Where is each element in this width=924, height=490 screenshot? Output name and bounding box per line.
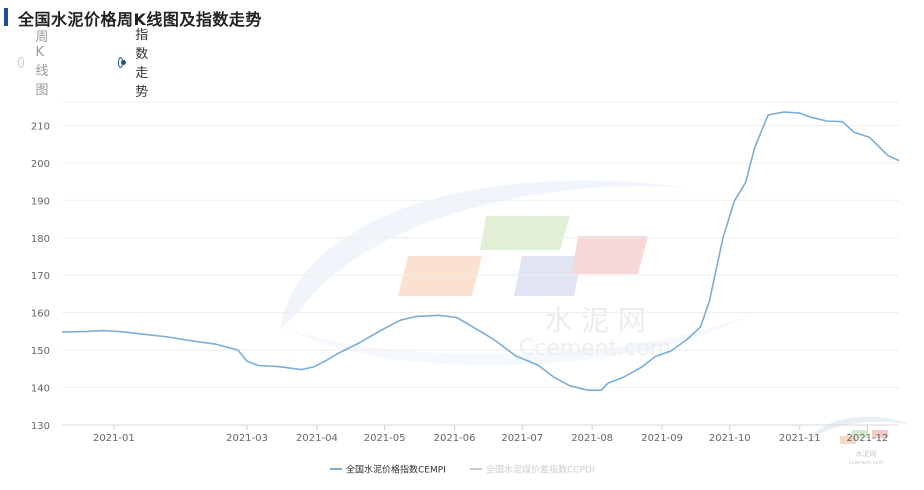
y-tick-label: 140 — [31, 384, 50, 395]
radio-index-trend[interactable]: 指数走势 — [118, 28, 154, 100]
x-tick-label: 2021-03 — [226, 433, 268, 444]
radio-checked-icon[interactable] — [118, 56, 127, 68]
x-tick-label: 2021-05 — [364, 433, 406, 444]
legend-label-1[interactable]: 全国水泥煤价差指数CCPDI — [486, 464, 595, 476]
x-tick-label: 2021-12 — [847, 433, 889, 444]
x-tick-label: 2021-07 — [501, 433, 543, 444]
x-tick-label: 2021-09 — [641, 433, 683, 444]
watermark-cn: 水 泥 网 — [544, 304, 646, 337]
chart-legend: 全国水泥价格指数CEMPI 全国水泥煤价差指数CCPDI — [330, 464, 595, 476]
x-tick-label: 2021-08 — [571, 433, 613, 444]
corner-watermark-cn: 水泥网 — [856, 449, 877, 458]
y-tick-label: 190 — [31, 196, 50, 207]
x-tick-label: 2021-04 — [296, 433, 338, 444]
y-tick-label: 160 — [31, 309, 50, 320]
page-title: 全国水泥价格周K线图及指数走势 — [18, 10, 262, 29]
title-accent-bar — [4, 8, 8, 26]
x-tick-label: 2021-06 — [434, 433, 476, 444]
y-tick-label: 210 — [31, 121, 50, 132]
watermark-en: Ccement.com — [519, 336, 672, 361]
y-axis-ticks: 130 140 150 160 170 180 190 200 210 — [31, 121, 50, 432]
ccement-corner-logo: 水泥网 Ccement.com — [808, 416, 910, 466]
x-tick-label: 2021-01 — [93, 433, 135, 444]
x-tick-label: 2021-10 — [709, 433, 751, 444]
y-gridlines — [62, 101, 899, 426]
y-tick-label: 180 — [31, 234, 50, 245]
radio-label-index-trend: 指数走势 — [135, 28, 149, 100]
series-layer — [61, 111, 900, 391]
y-tick-label: 200 — [31, 159, 50, 170]
y-tick-label: 130 — [31, 421, 50, 432]
series-line-0 — [61, 111, 900, 391]
radio-unchecked-icon[interactable] — [18, 56, 24, 68]
x-axis: 2021-01 2021-03 2021-04 2021-05 2021-06 2021-… — [93, 425, 888, 444]
x-tick-label: 2021-11 — [779, 433, 821, 444]
y-tick-label: 170 — [31, 271, 50, 282]
y-tick-label: 150 — [31, 346, 50, 357]
line-chart: 水 泥 网 Ccement.com 水泥网 Ccement.com 130 140… — [31, 101, 910, 476]
radio-weekly-kline[interactable]: 周K线图 — [18, 30, 54, 98]
chart-header: 全国水泥价格周K线图及指数走势 — [0, 0, 924, 36]
legend-label-0[interactable]: 全国水泥价格指数CEMPI — [346, 464, 446, 476]
radio-label-weekly-kline: 周K线图 — [35, 30, 49, 98]
ccement-watermark: 水 泥 网 Ccement.com — [280, 180, 760, 366]
corner-watermark-en: Ccement.com — [849, 460, 884, 466]
